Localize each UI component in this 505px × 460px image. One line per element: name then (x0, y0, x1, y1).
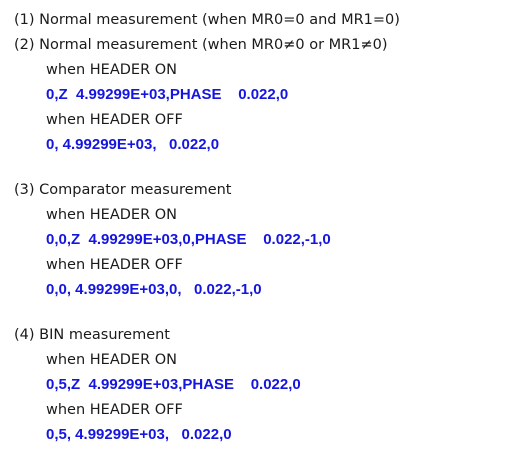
section-3-header-off-label: when HEADER OFF (46, 257, 183, 273)
section-2-header-on-value: 0,Z 4.99299E+03,PHASE 0.022,0 (46, 86, 289, 103)
section-2-header-off-label: when HEADER OFF (46, 112, 183, 128)
section-4-heading: (4) BIN measurement (14, 327, 170, 343)
section-2-header-off-value: 0, 4.99299E+03, 0.022,0 (46, 136, 220, 153)
section-4-header-on-value: 0,5,Z 4.99299E+03,PHASE 0.022,0 (46, 376, 301, 393)
section-2-heading: (2) Normal measurement (when MR0≠0 or MR… (14, 37, 388, 53)
section-2-header-on-label: when HEADER ON (46, 62, 178, 78)
section-1-heading: (1) Normal measurement (when MR0=0 and M… (14, 12, 400, 28)
section-4-header-off-value: 0,5, 4.99299E+03, 0.022,0 (46, 426, 232, 443)
section-3-header-on-label: when HEADER ON (46, 207, 178, 223)
section-3-header-off-value: 0,0, 4.99299E+03,0, 0.022,-1,0 (46, 281, 262, 298)
section-4-header-off-label: when HEADER OFF (46, 402, 183, 418)
section-4-header-on-label: when HEADER ON (46, 352, 178, 368)
section-3-header-on-value: 0,0,Z 4.99299E+03,0,PHASE 0.022,-1,0 (46, 231, 331, 248)
section-3-heading: (3) Comparator measurement (14, 182, 232, 198)
